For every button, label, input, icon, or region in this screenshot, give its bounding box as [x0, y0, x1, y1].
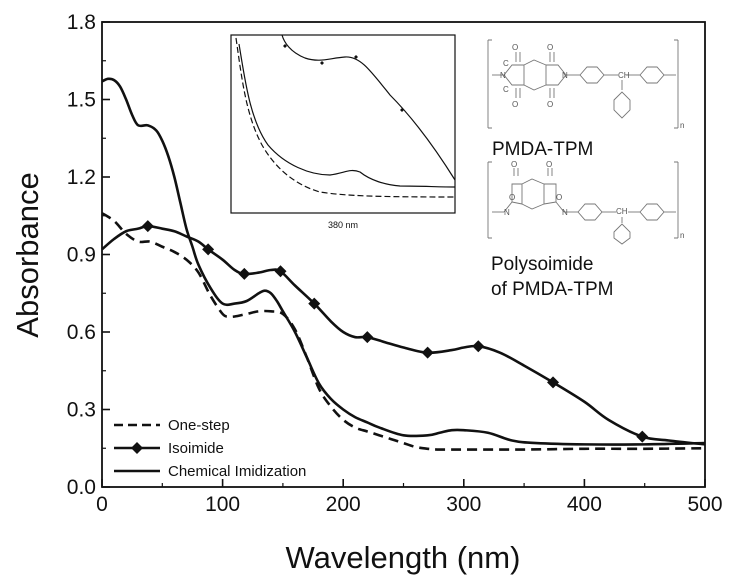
structure-1-n: n [680, 121, 684, 130]
svg-text:CH: CH [616, 207, 628, 216]
series-line-isoimide [101, 224, 706, 446]
structure-2-n: n [680, 231, 684, 240]
data-point-isoimide [308, 297, 321, 310]
data-point-isoimide [141, 220, 154, 233]
legend-label-one-step: One-step [168, 417, 230, 434]
data-point-isoimide [274, 265, 287, 278]
inset-markers [283, 44, 404, 112]
svg-text:O: O [547, 100, 553, 109]
x-tick-label: 100 [205, 493, 240, 516]
y-tick-label: 1.5 [67, 89, 96, 112]
y-tick-label: 1.8 [67, 11, 96, 34]
svg-text:O: O [512, 43, 518, 52]
svg-text:O: O [511, 160, 517, 169]
annotation-of-pmda-tpm: of PMDA-TPM [491, 279, 613, 300]
svg-text:CH: CH [618, 71, 630, 80]
inset-curve-chemical [238, 43, 456, 188]
x-axis-ticks: 0 100 200 300 400 500 [96, 479, 723, 516]
x-tick-label: 300 [446, 493, 481, 516]
y-axis-ticks: 0.0 0.3 0.6 0.9 1.2 1.5 1.8 [67, 11, 110, 499]
svg-text:O: O [547, 43, 553, 52]
x-tick-label: 0 [96, 493, 108, 516]
inset: 380 nm [230, 34, 456, 230]
structure-polyisoimide [487, 161, 679, 245]
svg-text:C: C [503, 85, 509, 94]
y-tick-label: 1.2 [67, 166, 96, 189]
svg-text:O: O [556, 193, 562, 202]
svg-text:O: O [512, 100, 518, 109]
svg-text:N: N [500, 71, 506, 80]
x-tick-label: 500 [687, 493, 722, 516]
legend-label-chemical: Chemical Imidization [168, 463, 306, 480]
legend-marker-isoimide [131, 442, 143, 454]
svg-text:C: C [503, 59, 509, 68]
structure-pmda-tpm-atoms: O O O O N N C C CH [500, 43, 630, 109]
inset-marker [354, 55, 358, 59]
inset-marker [320, 61, 324, 65]
y-tick-label: 0.9 [67, 244, 96, 267]
x-tick-label: 200 [326, 493, 361, 516]
data-point-isoimide [547, 376, 560, 389]
inset-marker [400, 108, 404, 112]
svg-text:N: N [562, 71, 568, 80]
structure-polyisoimide-atoms: O O O O N N CH [504, 160, 628, 217]
y-tick-label: 0.0 [67, 476, 96, 499]
data-point-isoimide [238, 267, 251, 280]
svg-text:O: O [546, 160, 552, 169]
data-point-isoimide [421, 346, 434, 359]
svg-text:O: O [509, 193, 515, 202]
svg-text:N: N [562, 208, 568, 217]
structure-pmda-tpm [487, 39, 679, 129]
annotation-pmda-tpm: PMDA-TPM [492, 139, 593, 160]
y-axis-label: Absorbance [10, 172, 45, 337]
inset-curve-isoimide [281, 34, 456, 181]
series-layer [101, 77, 706, 451]
x-tick-label: 400 [567, 493, 602, 516]
y-tick-label: 0.3 [67, 399, 96, 422]
inset-curve-one-step [235, 37, 456, 198]
legend: One-step Isoimide Chemical Imidization [114, 417, 306, 480]
y-tick-label: 0.6 [67, 321, 96, 344]
annotation-polyisoimide: Polysoimide [491, 254, 593, 275]
x-axis-label: Wavelength (nm) [286, 540, 521, 575]
inset-x-label: 380 nm [328, 220, 358, 230]
data-point-isoimide [361, 331, 374, 344]
series-line-chemical-imidization [101, 77, 706, 446]
data-point-isoimide [202, 243, 215, 256]
legend-label-isoimide: Isoimide [168, 440, 224, 457]
data-point-isoimide [472, 340, 485, 353]
inset-marker [283, 44, 287, 48]
data-point-isoimide [636, 430, 649, 443]
svg-text:N: N [504, 208, 510, 217]
inset-frame [230, 34, 456, 214]
